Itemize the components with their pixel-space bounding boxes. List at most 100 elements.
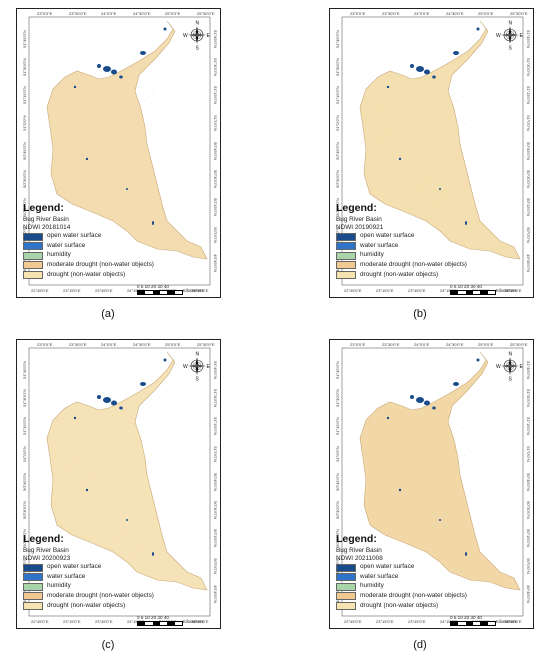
legend: Legend: Bug River Basin NDWI 20190921 open … — [336, 203, 476, 280]
texture-speck — [155, 119, 157, 121]
axis-tick-left: 51°45'0"N — [335, 361, 340, 379]
scale-segment — [472, 622, 481, 625]
legend-item: humidity — [336, 252, 476, 260]
legend-item: moderate drought (non-water objects) — [336, 592, 476, 601]
scale-segment — [472, 291, 481, 294]
axis-tick-bottom: 22°45'0"E — [31, 619, 49, 624]
texture-speck — [450, 548, 452, 550]
texture-speck — [401, 507, 403, 509]
texture-speck — [380, 107, 382, 109]
axis-tick-left: 51°30'0"N — [335, 389, 340, 407]
basin-area — [359, 20, 521, 260]
texture-speck — [461, 427, 463, 429]
legend-basin-name: Bug River Basin — [336, 215, 382, 223]
texture-speck — [442, 556, 444, 558]
texture-speck — [375, 473, 377, 475]
axis-tick-right: 51°45'0"N — [213, 30, 218, 48]
compass-e: E — [207, 33, 211, 39]
axis-tick-left: 51°0'0"N — [22, 446, 27, 462]
basin-map: 23°0'0"E 23°30'0"E 24°0'0"E 24°30'0"E 25°0'0… — [335, 11, 531, 293]
texture-speck — [81, 153, 83, 155]
texture-speck — [376, 442, 378, 444]
texture-speck — [446, 221, 448, 223]
scale-segment — [487, 291, 495, 294]
texture-speck — [103, 522, 105, 524]
scale-segment — [174, 291, 182, 294]
texture-speck — [435, 533, 437, 535]
scale-segment — [159, 622, 168, 625]
texture-speck — [442, 225, 444, 227]
water-body — [126, 188, 128, 190]
axis-tick-right: 50°0'0"N — [213, 227, 218, 243]
scale-segment — [138, 291, 146, 294]
axis-tick-right: 51°15'0"N — [213, 417, 218, 435]
water-body — [439, 188, 441, 190]
scale-bar-ticks: 0 5 10 20 30 40 — [137, 284, 169, 289]
basin-area — [46, 20, 208, 260]
axis-tick-bottom: 25°15'0"E — [191, 619, 209, 624]
texture-speck — [468, 450, 470, 452]
water-body — [386, 416, 390, 420]
legend-item-label: humidity — [47, 251, 71, 259]
texture-speck — [104, 491, 106, 493]
texture-speck — [122, 533, 124, 535]
axis-tick-right: 50°0'0"N — [213, 558, 218, 574]
panel-label: (d) — [413, 639, 427, 651]
texture-speck — [369, 419, 371, 421]
legend-swatch — [336, 251, 356, 260]
legend-item: open water surface — [23, 232, 163, 241]
water-body — [410, 395, 414, 399]
axis-tick-top: 24°30'0"E — [446, 11, 464, 16]
texture-speck — [390, 488, 392, 490]
texture-speck — [416, 191, 418, 193]
water-body — [476, 358, 480, 362]
axis-tick-bottom: 24°15'0"E — [440, 288, 458, 293]
texture-speck — [141, 544, 143, 546]
legend-swatch — [336, 592, 356, 601]
texture-speck — [111, 183, 113, 185]
texture-speck — [468, 119, 470, 121]
legend-item: drought (non-water objects) — [336, 602, 476, 610]
water-body — [439, 519, 441, 521]
axis-tick-top: 25°30'0"E — [510, 342, 528, 347]
legend-swatch — [23, 601, 43, 610]
axis-tick-bottom: 23°45'0"E — [95, 619, 113, 624]
axis-tick-left: 50°45'0"N — [335, 473, 340, 491]
scale-unit: Kilometers — [496, 288, 517, 293]
axis-tick-left: 51°0'0"N — [335, 115, 340, 131]
scale-segment — [458, 622, 466, 625]
texture-speck — [398, 149, 400, 151]
basin-map: 23°0'0"E 23°30'0"E 24°0'0"E 24°30'0"E 25°0'0… — [22, 342, 218, 624]
axis-tick-bottom: 25°15'0"E — [504, 288, 522, 293]
axis-tick-right: 51°30'0"N — [526, 389, 531, 407]
compass-n: N — [509, 21, 513, 27]
texture-speck — [130, 194, 132, 196]
texture-speck — [125, 420, 127, 422]
compass-s: S — [509, 377, 513, 383]
axis-tick-top: 23°30'0"E — [69, 11, 87, 16]
texture-speck — [465, 92, 467, 94]
water-body — [410, 64, 414, 68]
axis-tick-bottom: 23°15'0"E — [376, 619, 394, 624]
scale-segment — [458, 291, 466, 294]
axis-tick-left: 50°30'0"N — [335, 501, 340, 519]
texture-speck — [383, 134, 385, 136]
axis-tick-bottom: 24°15'0"E — [127, 619, 145, 624]
water-body — [85, 488, 89, 492]
texture-speck — [412, 195, 414, 197]
texture-speck — [56, 88, 58, 90]
legend-item-label: open water surface — [360, 563, 415, 571]
axis-tick-bottom: 25°15'0"E — [191, 288, 209, 293]
axis-tick-top: 24°0'0"E — [414, 11, 430, 16]
texture-speck — [439, 529, 441, 531]
scale-segment — [465, 622, 473, 625]
texture-speck — [402, 476, 404, 478]
water-body — [465, 552, 467, 556]
axis-tick-left: 51°15'0"N — [335, 417, 340, 435]
axis-tick-top: 24°0'0"E — [101, 342, 117, 347]
legend-swatch — [23, 232, 43, 241]
texture-speck — [62, 473, 64, 475]
legend-item-label: humidity — [360, 582, 384, 590]
legend-swatch — [23, 261, 43, 270]
legend-item-label: humidity — [360, 251, 384, 259]
